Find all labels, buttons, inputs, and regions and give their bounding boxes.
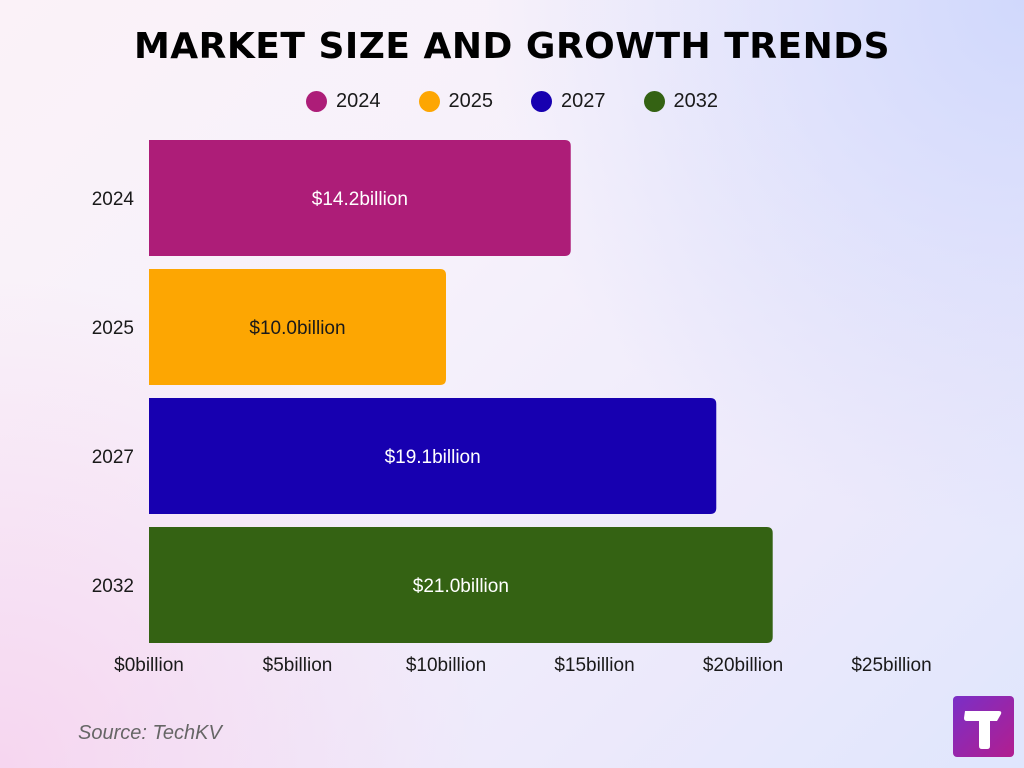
legend-item-2025: 2025 — [418, 90, 494, 113]
category-label-2024: 2024 — [92, 189, 135, 210]
legend-label: 2027 — [561, 90, 606, 112]
x-tick-label: $15billion — [554, 655, 634, 676]
chart-title: MARKET SIZE AND GROWTH TRENDS — [133, 26, 891, 67]
x-tick-label: $5billion — [263, 655, 333, 676]
legend-item-2027: 2027 — [531, 90, 606, 113]
legend-swatch — [306, 91, 327, 112]
bar-2027 — [149, 398, 717, 514]
legend-item-2032: 2032 — [643, 90, 719, 113]
source-note: Source: TechKV — [78, 722, 222, 744]
legend-swatch — [643, 91, 665, 112]
bar-2025 — [149, 269, 446, 385]
data-label-2032: $21.0billion — [413, 576, 509, 597]
data-label-2025: $10.0billion — [249, 318, 345, 339]
x-tick-label: $20billion — [703, 655, 783, 676]
category-label-2032: 2032 — [92, 576, 134, 597]
legend-label: 2032 — [673, 90, 719, 112]
chart-legend: 2024 2025 2027 2032 — [0, 90, 1024, 113]
techkv-logo — [953, 696, 1014, 757]
logo-t-icon — [964, 711, 1002, 749]
category-label-2027: 2027 — [92, 447, 134, 468]
legend-label: 2025 — [448, 90, 494, 112]
data-label-2024: $14.2billion — [312, 189, 408, 210]
bar-2024 — [149, 140, 571, 256]
x-tick-label: $0billion — [114, 655, 184, 676]
x-tick-label: $10billion — [406, 655, 486, 676]
bar-chart: $14.2billion 2024 $10.0billion 2025 $19.1bil… — [92, 140, 932, 676]
legend-label: 2024 — [336, 90, 381, 112]
category-label-2025: 2025 — [92, 318, 134, 339]
legend-swatch — [418, 91, 440, 112]
bar-2032 — [149, 527, 773, 643]
x-tick-label: $25billion — [851, 655, 931, 676]
legend-item-2024: 2024 — [306, 90, 381, 113]
legend-swatch — [531, 91, 552, 112]
data-label-2027: $19.1billion — [385, 447, 481, 468]
